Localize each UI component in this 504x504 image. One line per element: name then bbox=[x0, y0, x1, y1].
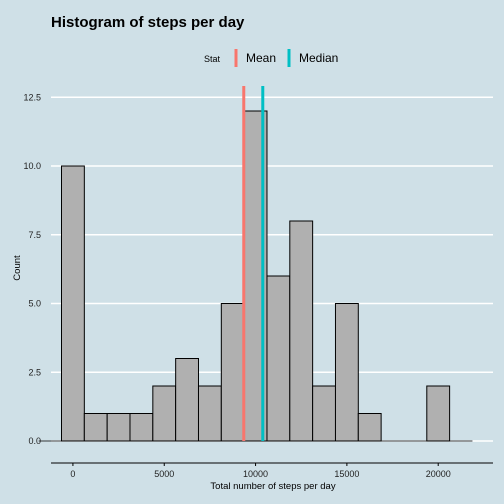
histogram-bar-11 bbox=[312, 385, 336, 442]
y-tick-label-5: 12.5 bbox=[23, 92, 41, 102]
x-tick-label-1: 5000 bbox=[154, 469, 174, 479]
x-axis-label: Total number of steps per day bbox=[210, 481, 335, 492]
histogram-bar-2 bbox=[106, 413, 131, 442]
y-axis: 0.0 2.5 5.0 7.5 10.0 12.5 bbox=[23, 92, 41, 446]
x-tick-label-3: 15000 bbox=[334, 469, 359, 479]
x-tick-label-0: 0 bbox=[70, 469, 75, 479]
y-tick-label-0: 0.0 bbox=[28, 436, 41, 446]
y-axis-label: Count bbox=[12, 255, 23, 281]
histogram-bar-7 bbox=[220, 303, 245, 442]
histogram-bar-6 bbox=[197, 385, 222, 442]
stat-lines bbox=[242, 86, 265, 441]
legend-mean-label: Mean bbox=[246, 51, 276, 65]
histogram-bar-9 bbox=[266, 275, 291, 442]
histogram-bar-0 bbox=[61, 165, 85, 442]
histogram-bar-5 bbox=[175, 358, 199, 442]
histogram-bar-13 bbox=[357, 413, 382, 442]
chart-title: Histogram of steps per day bbox=[51, 14, 245, 31]
y-tick-label-2: 5.0 bbox=[28, 299, 41, 309]
x-axis: 0 5000 10000 15000 20000 bbox=[51, 462, 493, 479]
x-tick-label-2: 10000 bbox=[243, 469, 268, 479]
legend: Stat Mean Median bbox=[204, 49, 338, 67]
x-tick-label-4: 20000 bbox=[426, 469, 451, 479]
legend-median-label: Median bbox=[299, 51, 338, 65]
histogram-bar-16 bbox=[426, 385, 451, 442]
legend-title: Stat bbox=[204, 54, 221, 64]
histogram-bar-3 bbox=[129, 413, 154, 442]
bars bbox=[38, 110, 473, 442]
histogram-bar-10 bbox=[289, 220, 314, 442]
y-tick-label-1: 2.5 bbox=[28, 367, 41, 377]
histogram-bar-4 bbox=[152, 385, 177, 442]
y-tick-label-3: 7.5 bbox=[28, 230, 41, 240]
y-tick-label-4: 10.0 bbox=[23, 161, 41, 171]
histogram-bar-12 bbox=[334, 303, 359, 442]
histogram-bar-1 bbox=[83, 413, 108, 442]
